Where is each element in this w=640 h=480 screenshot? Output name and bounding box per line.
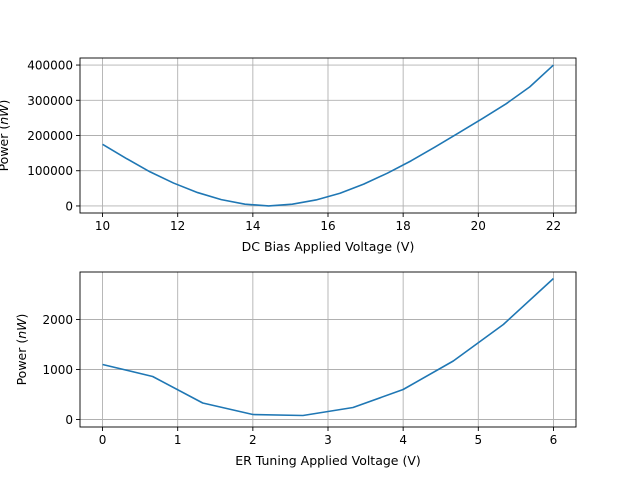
y-tick-label: 1000 [42,363,73,377]
y-tick-label: 200000 [27,129,73,143]
series-line [102,64,554,207]
x-tick-label: 3 [324,433,332,447]
x-tick-label: 12 [170,219,185,233]
ticks: 0 1 2 3 4 5 6 0 1000 2000 [42,313,557,447]
y-axis-label-prefix: Power ( [14,339,29,386]
y-axis-label-unit: nW [14,318,29,339]
x-tick-label: 2 [249,433,257,447]
y-axis-label-unit: nW [0,104,11,125]
y-axis-label-prefix: Power ( [0,125,11,172]
grid [80,58,576,213]
x-tick-label: 0 [99,433,107,447]
chart-dc-bias: 10 12 14 16 18 20 220100000200000300000400000 … [0,57,577,254]
y-axis-label: Power (nW) [0,100,11,172]
y-tick-label: 100000 [27,164,73,178]
grid [80,272,576,427]
x-tick-label: 4 [399,433,407,447]
x-tick-label: 22 [546,219,561,233]
y-tick-label: 0 [65,199,73,213]
plot-frame [79,271,577,428]
y-axis-label-suffix: ) [0,100,11,105]
x-tick-label: 5 [474,433,482,447]
x-tick-label: 20 [471,219,486,233]
y-tick-label: 0 [65,413,73,427]
chart-er-tuning: 0 1 2 3 4 5 6 0 1000 2000 ER Tuning Applied Volta… [14,271,577,468]
y-tick-label: 300000 [27,94,73,108]
x-tick-label: 6 [550,433,558,447]
x-tick-label: 1 [174,433,182,447]
ticks: 10 12 14 16 18 20 22 0 100000 200000 300000 400000 [27,59,561,233]
x-tick-label: 14 [245,219,260,233]
x-tick-label: 16 [320,219,335,233]
x-tick-label: 10 [95,219,110,233]
y-tick-label: 2000 [42,313,73,327]
y-axis-label: Power (nW) [14,314,29,386]
x-tick-label: 18 [396,219,411,233]
y-tick-label: 400000 [27,59,73,73]
series-line [102,277,554,417]
x-axis-label: DC Bias Applied Voltage (V) [242,239,415,254]
x-axis-label: ER Tuning Applied Voltage (V) [235,453,421,468]
plot-frame [79,57,577,214]
y-axis-label-suffix: ) [14,314,29,319]
